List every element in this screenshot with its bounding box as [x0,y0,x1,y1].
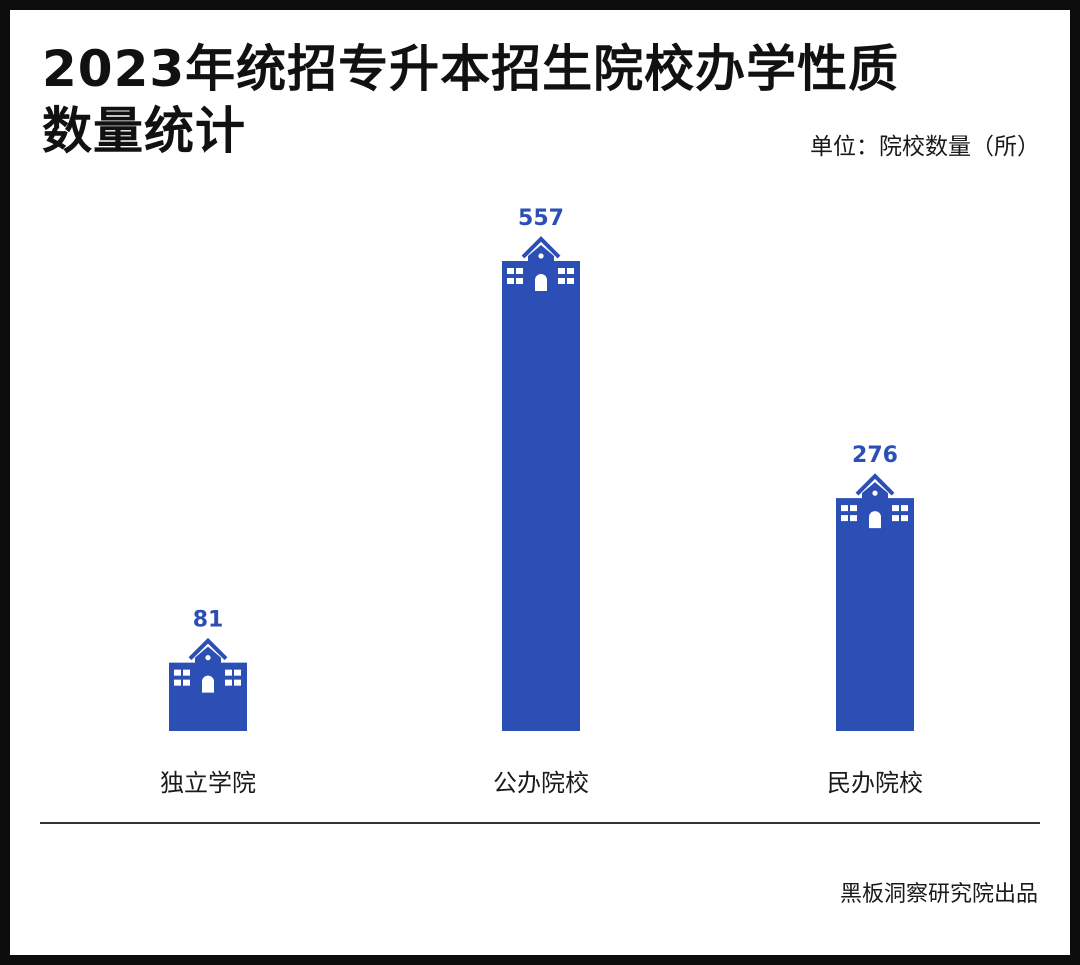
chart-title-line-1: 2023年统招专升本招生院校办学性质 [42,40,900,98]
school-building-icon [507,236,574,291]
category-label: 公办院校 [493,769,589,797]
value-label: 557 [518,206,564,231]
footer-divider [40,822,1040,824]
bar [502,261,580,731]
chart-title: 2023年统招专升本招生院校办学性质 数量统计 [42,38,899,162]
value-label: 276 [852,443,898,468]
credit-text: 黑板洞察研究院出品 [839,882,1038,907]
bar-group: 557 公办院校 [493,206,589,797]
unit-label: 单位：院校数量（所） [810,134,1040,160]
school-building-icon [841,473,908,529]
bar-group: 276 民办院校 [827,443,923,797]
school-building-icon [174,637,241,693]
bar [836,498,914,731]
value-label: 81 [193,608,224,633]
category-label: 独立学院 [160,769,256,797]
bar-group: 81 独立学院 [160,608,256,797]
chart-card: 2023年统招专升本招生院校办学性质 数量统计 单位：院校数量（所） 81 独立学… [10,10,1070,955]
bar-chart: 81 独立学院 557 公办院校 276 民办院校 [160,206,923,797]
chart-title-line-2: 数量统计 [42,102,246,160]
category-label: 民办院校 [827,769,923,797]
